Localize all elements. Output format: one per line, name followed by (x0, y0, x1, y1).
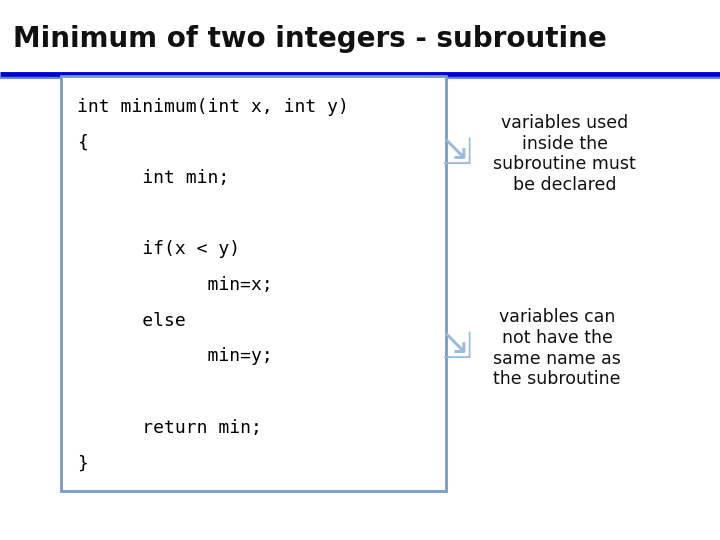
Text: int min;: int min; (77, 169, 229, 187)
Text: return min;: return min; (77, 418, 262, 437)
Text: min=y;: min=y; (77, 347, 273, 366)
Text: }: } (77, 454, 88, 472)
Text: Minimum of two integers - subroutine: Minimum of two integers - subroutine (13, 25, 607, 53)
Text: else: else (77, 312, 186, 330)
Text: ⇲: ⇲ (442, 137, 472, 171)
Text: ⇲: ⇲ (442, 332, 472, 365)
Text: min=x;: min=x; (77, 276, 273, 294)
Text: int minimum(int x, int y): int minimum(int x, int y) (77, 98, 349, 116)
Text: variables used
inside the
subroutine must
be declared: variables used inside the subroutine mus… (493, 114, 636, 194)
Text: if(x < y): if(x < y) (77, 240, 240, 259)
Bar (0, 0, 720, 78)
Bar (61, 76, 446, 491)
Text: variables can
not have the
same name as
the subroutine: variables can not have the same name as … (493, 308, 621, 388)
Text: {: { (77, 133, 88, 152)
